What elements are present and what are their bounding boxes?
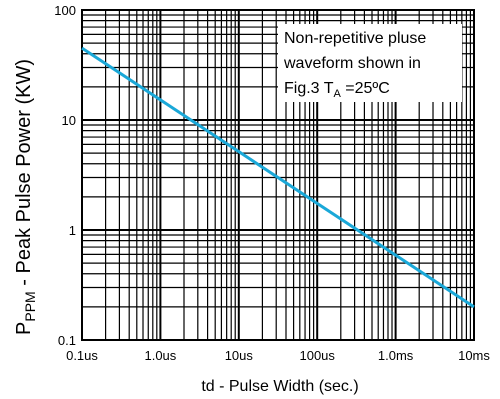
x-axis-label: td - Pulse Width (sec.) <box>201 378 358 395</box>
x-tick-label: 10us <box>225 348 254 363</box>
series-layer <box>81 46 475 309</box>
annotation-background <box>278 24 462 102</box>
annotation-line-3-sub: A <box>334 88 342 100</box>
plot-frame <box>81 9 475 341</box>
x-tick-label: 1.0ms <box>378 348 414 363</box>
y-tick-label: 0.1 <box>58 333 76 348</box>
annotation-line-2: waveform shown in <box>283 55 421 72</box>
y-axis-label: PPPM - Peak Pulse Power (KW) <box>13 59 38 335</box>
annotation-line-3: Fig.3 TA =25ºC <box>284 80 390 100</box>
series-line <box>81 46 475 309</box>
x-tick-label: 10ms <box>458 348 490 363</box>
y-tick-label: 1 <box>69 223 76 238</box>
y-tick-labels: 0.1 1 10 100 <box>54 3 76 348</box>
y-axis-label-rest: - Peak Pulse Power (KW) <box>13 59 35 291</box>
x-tick-labels: 0.1us 1.0us 10us 100us 1.0ms 10ms <box>66 348 490 363</box>
y-axis-label-sub: PPM <box>22 291 38 321</box>
y-axis-label-main: P <box>13 322 35 335</box>
annotation-line-1: Non-repetitive pluse <box>284 30 426 47</box>
annotation-box: Non-repetitive pluse waveform shown in F… <box>278 24 462 102</box>
x-tick-label: 100us <box>299 348 335 363</box>
y-tick-label: 10 <box>62 113 76 128</box>
y-tick-label: 100 <box>54 3 76 18</box>
x-tick-label: 1.0us <box>144 348 176 363</box>
x-tick-label: 0.1us <box>66 348 98 363</box>
annotation-line-3-main: Fig.3 T <box>284 80 334 97</box>
annotation-line-3-rest: =25ºC <box>341 80 390 97</box>
